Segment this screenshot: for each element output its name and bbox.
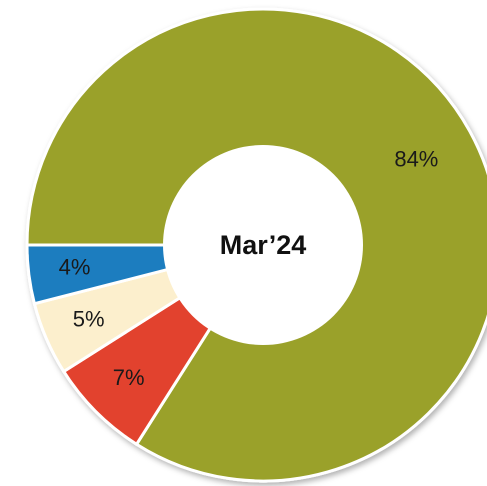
- data-label: 4%: [59, 255, 91, 280]
- data-label: 5%: [73, 306, 105, 331]
- data-label: 84%: [394, 147, 438, 172]
- center-label: Mar’24: [220, 230, 307, 260]
- donut-hole: [163, 145, 363, 345]
- data-label: 7%: [113, 365, 145, 390]
